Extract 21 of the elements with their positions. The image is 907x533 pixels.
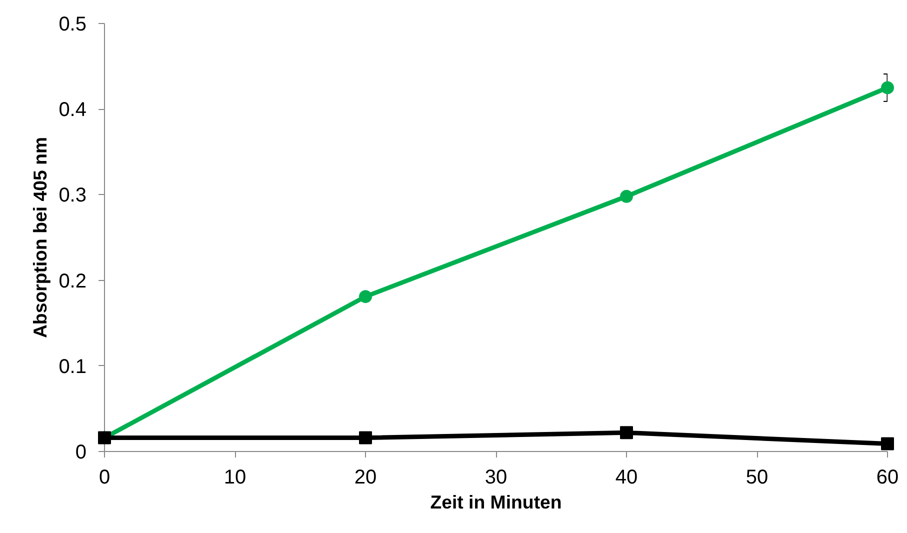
x-tick-label: 60 <box>876 466 899 488</box>
point <box>620 426 633 440</box>
y-tick-label: 0.2 <box>58 270 87 292</box>
y-axis-title: Absorption bei 405 nm <box>30 136 51 338</box>
x-tick-label: 40 <box>615 466 638 488</box>
x-tick-label: 20 <box>354 466 377 488</box>
y-tick-label: 0.1 <box>58 356 87 378</box>
x-tick-label: 0 <box>98 466 110 488</box>
y-tick-label: 0 <box>75 442 86 464</box>
point <box>620 190 633 203</box>
y-tick-label: 0.4 <box>58 99 87 122</box>
x-tick-label: 30 <box>484 466 508 488</box>
x-tick-label: 10 <box>224 466 246 488</box>
y-tick-label: 0.3 <box>58 184 87 207</box>
point <box>881 437 894 450</box>
point <box>359 431 372 444</box>
y-tick-label: 0.5 <box>58 14 87 36</box>
x-axis-title: Zeit in Minuten <box>430 492 562 512</box>
x-tick-label: 50 <box>746 466 768 488</box>
point <box>881 81 894 94</box>
point <box>359 290 372 304</box>
